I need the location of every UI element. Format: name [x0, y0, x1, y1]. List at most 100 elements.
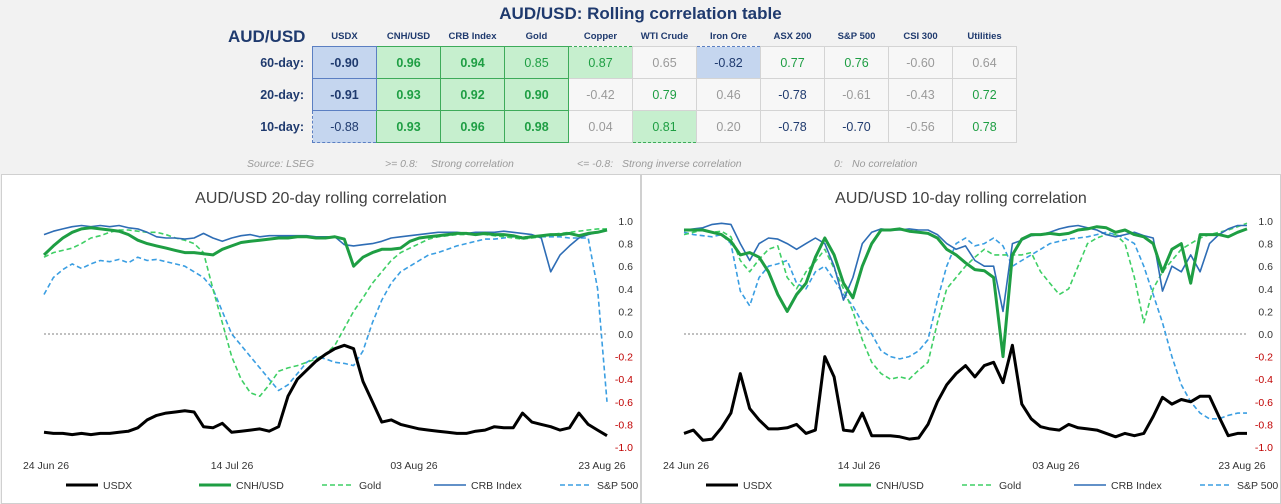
page-title: AUD/USD: Rolling correlation table	[499, 4, 782, 23]
table-cell: -0.61	[824, 78, 889, 111]
y-tick-label: -0.4	[1255, 374, 1273, 386]
series-line-crb-index	[683, 222, 1247, 313]
series-line-gold	[683, 222, 1248, 380]
legend-label: S&P 500	[597, 480, 638, 492]
table-cell: 0.46	[696, 78, 761, 111]
table-cell: 0.04	[568, 110, 633, 143]
chart-20day: AUD/USD 20-day rolling correlation 1.0 0.8…	[23, 190, 638, 492]
table-cell: -0.82	[696, 46, 761, 79]
inverse-key: <= -0.8:	[577, 158, 614, 170]
table-cell: 0.77	[760, 46, 825, 79]
y-tick-label: -1.0	[615, 442, 633, 454]
column-header: Utilities	[967, 30, 1002, 42]
table-cell: 0.87	[568, 46, 633, 79]
source-note: Source: LSEG	[247, 158, 315, 170]
chart-10day: AUD/USD 10-day rolling correlation 1.0 0.8…	[663, 190, 1278, 492]
y-tick-label: -0.6	[1255, 397, 1273, 409]
column-header: WTI Crude	[640, 30, 689, 42]
table-cell: 0.76	[824, 46, 889, 79]
table-cell: 0.90	[504, 78, 569, 111]
legend-label: Gold	[999, 480, 1021, 492]
table-cell: 0.20	[696, 110, 761, 143]
x-tick-label: 14 Jul 26	[211, 460, 254, 472]
row-label: 60-day:	[260, 55, 304, 70]
y-tick-label: 0.0	[1258, 329, 1273, 341]
column-header: Iron Ore	[710, 30, 747, 42]
y-tick-label: -1.0	[1255, 442, 1273, 454]
table-cell: 0.65	[632, 46, 697, 79]
x-tick-label: 24 Jun 26	[23, 460, 69, 472]
strong-key: >= 0.8:	[385, 158, 418, 170]
table-header-row: AUD/USD USDX CNH/USD CRB Index Gold Copp…	[228, 26, 1017, 47]
strong-text: Strong correlation	[431, 158, 514, 170]
y-tick-label: 0.8	[618, 239, 633, 251]
table-cell: 0.85	[504, 46, 569, 79]
series-line-gold	[43, 228, 607, 397]
table-row: 20-day: -0.91 0.93 0.92 0.90 -0.42 0.79 …	[228, 78, 1017, 111]
row-label: 10-day:	[260, 119, 304, 134]
y-tick-label: 0.6	[618, 261, 633, 273]
y-tick-label: -0.8	[615, 419, 633, 431]
series-line-s-p-500	[43, 235, 608, 402]
y-tick-label: -0.4	[615, 374, 633, 386]
table-row: 60-day: -0.90 0.96 0.94 0.85 0.87 0.65 -…	[228, 46, 1017, 79]
series-line-cnh-usd	[684, 225, 1248, 359]
y-tick-label: 1.0	[1258, 216, 1273, 228]
table-cell: -0.70	[824, 110, 889, 143]
x-tick-label: 24 Jun 26	[663, 460, 709, 472]
table-row: 10-day: -0.88 0.93 0.96 0.98 0.04 0.81 0…	[228, 110, 1017, 143]
y-tick-label: 0.2	[618, 306, 633, 318]
legend-label: S&P 500	[1237, 480, 1278, 492]
y-tick-label: 0.4	[618, 284, 633, 296]
series-line-s-p-500	[683, 231, 1247, 420]
y-tick-label: -0.8	[1255, 419, 1273, 431]
table-cell: 0.93	[376, 110, 441, 143]
table-cell: -0.60	[888, 46, 953, 79]
table-cell: 0.96	[440, 110, 505, 143]
legend-label: CNH/USD	[236, 480, 284, 492]
chart-title: AUD/USD 20-day rolling correlation	[195, 190, 447, 207]
x-tick-label: 23 Aug 26	[578, 460, 625, 472]
chart-panel-10day: AUD/USD 10-day rolling correlation 1.0 0.8…	[641, 174, 1281, 504]
y-tick-label: 0.2	[1258, 306, 1273, 318]
x-tick-label: 14 Jul 26	[838, 460, 881, 472]
table-cell: 0.64	[952, 46, 1017, 79]
none-key: 0:	[834, 158, 843, 170]
series-line-crb-index	[43, 224, 608, 273]
column-header: CNH/USD	[386, 30, 431, 42]
column-header: Copper	[583, 30, 618, 42]
column-header: S&P 500	[837, 30, 876, 42]
x-tick-label: 03 Aug 26	[390, 460, 437, 472]
table-cell: 0.79	[632, 78, 697, 111]
inverse-text: Strong inverse correlation	[622, 158, 742, 170]
table-cell: 0.72	[952, 78, 1017, 111]
y-tick-label: 0.6	[1258, 261, 1273, 273]
legend-label: USDX	[103, 480, 132, 492]
row-label: 20-day:	[260, 87, 304, 102]
correlation-table: AUD/USD USDX CNH/USD CRB Index Gold Copp…	[228, 26, 1017, 143]
y-tick-label: -0.2	[615, 352, 633, 364]
legend-label: Gold	[359, 480, 381, 492]
x-tick-label: 23 Aug 26	[1218, 460, 1265, 472]
table-cell: 0.93	[376, 78, 441, 111]
chart-title: AUD/USD 10-day rolling correlation	[835, 190, 1087, 207]
column-header: ASX 200	[773, 30, 812, 42]
table-cell: 0.92	[440, 78, 505, 111]
table-cell: 0.78	[952, 110, 1017, 143]
series-line-usdx	[683, 343, 1247, 442]
column-header: CSI 300	[903, 30, 938, 42]
table-cell: -0.78	[760, 110, 825, 143]
series-line-usdx	[43, 343, 608, 437]
y-tick-label: -0.2	[1255, 352, 1273, 364]
y-tick-label: 0.8	[1258, 239, 1273, 251]
table-cell: 0.98	[504, 110, 569, 143]
table-cell: 0.94	[440, 46, 505, 79]
table-corner-label: AUD/USD	[228, 26, 306, 46]
column-header: CRB Index	[448, 30, 497, 42]
column-header: USDX	[331, 30, 358, 42]
legend-label: CNH/USD	[876, 480, 924, 492]
column-header: Gold	[525, 30, 548, 42]
table-cell: 0.81	[632, 110, 697, 143]
table-cell: -0.78	[760, 78, 825, 111]
table-cell: -0.43	[888, 78, 953, 111]
